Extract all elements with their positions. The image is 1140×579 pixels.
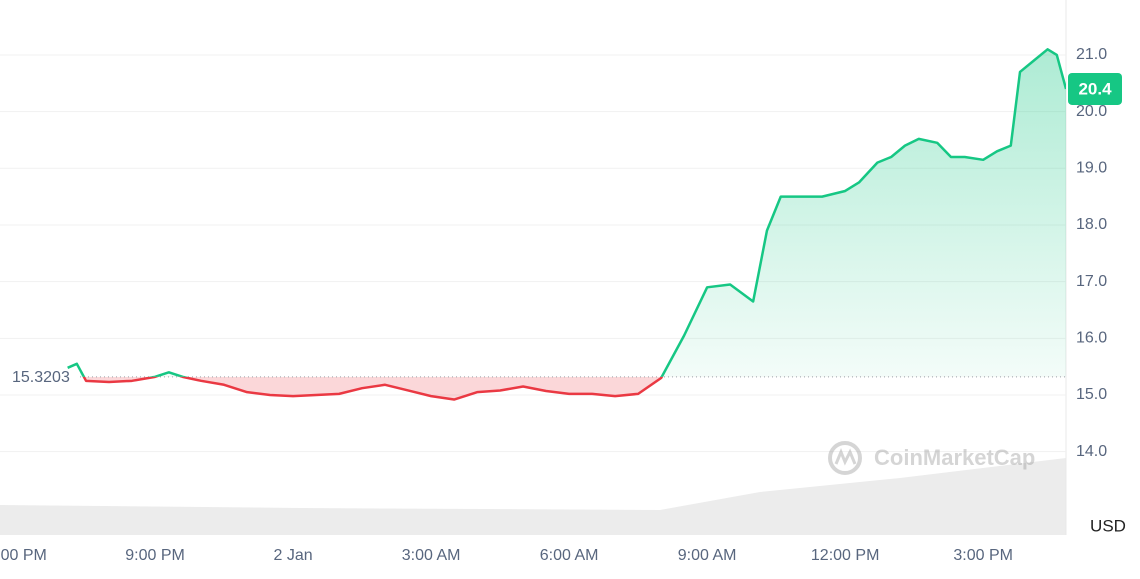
x-tick-label: 12:00 PM xyxy=(811,547,879,564)
watermark-text: CoinMarketCap xyxy=(874,445,1035,470)
x-tick-label: 3:00 PM xyxy=(953,547,1013,564)
y-tick-label: 15.0 xyxy=(1076,386,1107,403)
y-tick-label: 19.0 xyxy=(1076,160,1107,177)
x-tick-label: 9:00 AM xyxy=(678,547,737,564)
x-tick-label: 9:00 PM xyxy=(125,547,185,564)
x-tick-label: 6:00 AM xyxy=(540,547,599,564)
baseline-label-bg xyxy=(0,365,80,388)
price-tag xyxy=(1068,72,1122,105)
x-tick-label: 6:00 PM xyxy=(0,547,47,564)
volume-area xyxy=(0,458,1066,535)
baseline-label: 15.3203 xyxy=(12,369,70,386)
y-tick-label: 21.0 xyxy=(1076,46,1107,63)
price-line-down xyxy=(82,376,664,401)
watermark: CoinMarketCap xyxy=(828,441,1035,475)
price-line-up xyxy=(67,48,1066,377)
y-tick-label: 20.0 xyxy=(1076,103,1107,120)
y-tick-label: 14.0 xyxy=(1076,443,1107,460)
y-tick-label: 17.0 xyxy=(1076,273,1107,290)
x-tick-label: 2 Jan xyxy=(273,547,312,564)
y-tick-label: 16.0 xyxy=(1076,330,1107,347)
price-tag-label: 20.4 xyxy=(1078,79,1112,98)
x-tick-label: 3:00 AM xyxy=(402,547,461,564)
y-unit: USD xyxy=(1090,516,1126,535)
area-above xyxy=(67,49,1066,377)
y-tick-label: 18.0 xyxy=(1076,216,1107,233)
